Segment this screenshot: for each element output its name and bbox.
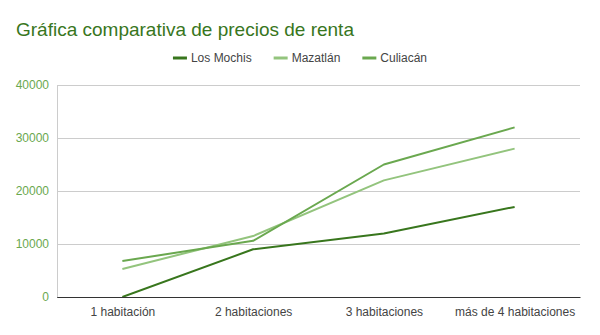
x-tick-label: 2 habitaciones [215, 305, 292, 319]
legend-label: Mazatlán [292, 51, 341, 65]
grid-line [57, 244, 580, 245]
y-tick: 40000 [16, 78, 57, 92]
x-tick-label: más de 4 habitaciones [455, 305, 575, 319]
y-tick: 0 [42, 290, 57, 304]
x-axis-line [58, 297, 581, 298]
y-tick: 10000 [16, 237, 57, 251]
y-axis-line [57, 86, 58, 298]
legend-item: Los Mochis [173, 51, 252, 65]
y-tick-label: 40000 [16, 78, 50, 92]
y-tick-label: 10000 [16, 237, 50, 251]
grid-line [57, 85, 580, 86]
series-line [122, 127, 514, 261]
x-tick: 2 habitaciones [215, 297, 292, 319]
legend-item: Mazatlán [274, 51, 341, 65]
x-tick: más de 4 habitaciones [455, 297, 575, 319]
title: Gráfica comparativa de precios de renta [16, 19, 354, 40]
y-tick-label: 0 [42, 290, 49, 304]
x-tick-label: 1 habitación [91, 305, 156, 319]
x-tick-label: 3 habitaciones [346, 305, 423, 319]
y-tick: 30000 [16, 131, 57, 145]
legend-label: Los Mochis [191, 51, 252, 65]
legend: Los Mochis Mazatlán Culiacán [173, 51, 427, 65]
legend-item: Culiacán [362, 51, 427, 65]
legend-swatch [362, 57, 376, 60]
y-axis: 0 10000 20000 30000 40000 [16, 78, 58, 304]
series-group [122, 127, 514, 297]
x-tick: 1 habitación [91, 297, 156, 319]
x-tick: 3 habitaciones [346, 297, 423, 319]
legend-label: Culiacán [380, 51, 427, 65]
y-tick-label: 30000 [16, 131, 50, 145]
grid [57, 85, 580, 297]
chart: Gráfica comparativa de precios de renta 0… [0, 0, 600, 335]
x-axis: 1 habitación 2 habitaciones 3 habitaciones… [58, 297, 581, 319]
grid-line [57, 191, 580, 192]
y-tick: 20000 [16, 184, 57, 198]
legend-swatch [173, 57, 187, 60]
plot: 0 10000 20000 30000 40000 1 habitación 2 habit… [16, 78, 581, 318]
grid-line [57, 297, 580, 298]
legend-swatch [274, 57, 288, 60]
grid-line [57, 138, 580, 139]
series-line [122, 149, 514, 269]
y-tick-label: 20000 [16, 184, 50, 198]
